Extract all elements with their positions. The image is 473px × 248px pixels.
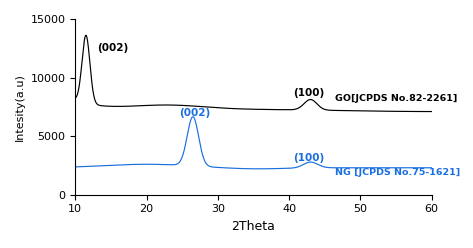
Text: (100): (100)	[293, 88, 324, 98]
Text: (002): (002)	[96, 43, 128, 53]
Text: NG [JCPDS No.75-1621]: NG [JCPDS No.75-1621]	[335, 168, 461, 177]
X-axis label: 2Theta: 2Theta	[232, 220, 275, 233]
Text: (002): (002)	[179, 108, 210, 118]
Y-axis label: Intesity(a.u): Intesity(a.u)	[15, 73, 25, 141]
Text: GO[JCPDS No.82-2261]: GO[JCPDS No.82-2261]	[335, 94, 458, 103]
Text: (100): (100)	[293, 154, 324, 163]
